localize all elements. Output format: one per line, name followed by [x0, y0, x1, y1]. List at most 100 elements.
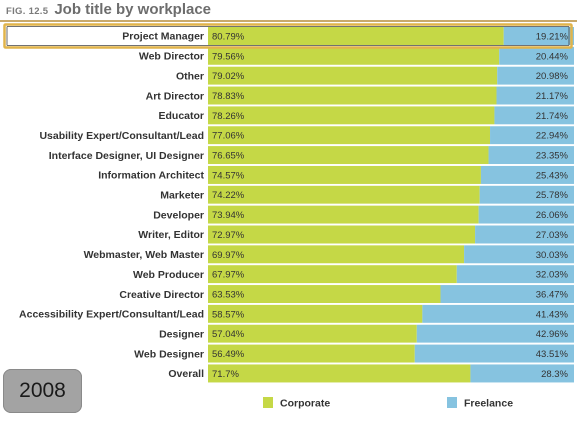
category-label-overall: Overall — [168, 368, 204, 380]
value-label-corporate-web-director: 79.56% — [212, 51, 245, 62]
bar-corporate-webmaster-web-master — [208, 245, 465, 264]
bar-corporate-writer-editor — [208, 225, 476, 244]
value-label-corporate-web-designer: 56.49% — [212, 349, 245, 360]
legend-swatch-corporate — [263, 397, 273, 408]
category-label-marketer: Marketer — [160, 190, 204, 202]
category-label-web-director: Web Director — [139, 51, 204, 63]
value-label-corporate-information-architect: 74.57% — [212, 170, 245, 181]
value-label-corporate-developer: 73.94% — [212, 210, 245, 221]
category-label-usability-expert-consultant-lead: Usability Expert/Consultant/Lead — [39, 130, 204, 142]
value-label-corporate-accessibility-expert-consultant-lead: 58.57% — [212, 309, 245, 320]
value-label-freelance-web-producer: 32.03% — [536, 270, 569, 281]
category-label-project-manager: Project Manager — [122, 31, 204, 43]
bar-freelance-educator — [494, 106, 574, 125]
value-label-corporate-overall: 71.7% — [212, 369, 239, 380]
category-label-accessibility-expert-consultant-lead: Accessibility Expert/Consultant/Lead — [19, 309, 204, 321]
value-label-corporate-designer: 57.04% — [212, 329, 245, 340]
bar-freelance-information-architect — [480, 165, 574, 184]
value-label-freelance-accessibility-expert-consultant-lead: 41.43% — [536, 309, 569, 320]
bar-freelance-web-director — [499, 46, 574, 65]
year-badge: 2008 — [3, 369, 82, 413]
legend-swatch-freelance — [447, 397, 457, 408]
value-label-freelance-usability-expert-consultant-lead: 22.94% — [536, 131, 569, 142]
value-label-corporate-other: 79.02% — [212, 71, 245, 82]
bar-freelance-designer — [416, 324, 574, 343]
bar-freelance-usability-expert-consultant-lead — [490, 126, 574, 145]
category-label-writer-editor: Writer, Editor — [138, 229, 204, 241]
legend-label-freelance: Freelance — [464, 398, 513, 410]
value-label-freelance-writer-editor: 27.03% — [536, 230, 569, 241]
highlight-frame — [3, 23, 573, 49]
value-label-freelance-creative-director: 36.47% — [536, 289, 569, 300]
value-label-freelance-web-director: 20.44% — [536, 51, 569, 62]
bar-corporate-creative-director — [208, 285, 441, 304]
bar-corporate-web-producer — [208, 265, 457, 284]
value-label-freelance-web-designer: 43.51% — [536, 349, 569, 360]
value-label-corporate-usability-expert-consultant-lead: 77.06% — [212, 131, 245, 142]
bar-corporate-web-director — [208, 46, 500, 65]
bar-freelance-project-manager — [503, 27, 574, 45]
value-label-corporate-marketer: 74.22% — [212, 190, 245, 201]
value-label-freelance-overall: 28.3% — [541, 369, 568, 380]
value-label-freelance-other: 20.98% — [536, 71, 569, 82]
bar-freelance-webmaster-web-master — [464, 245, 574, 264]
bar-corporate-usability-expert-consultant-lead — [208, 126, 491, 145]
bar-freelance-interface-designer-ui-designer — [488, 146, 574, 165]
category-label-interface-designer-ui-designer: Interface Designer, UI Designer — [49, 150, 204, 162]
category-label-developer: Developer — [153, 209, 204, 221]
value-label-freelance-project-manager: 19.21% — [536, 31, 569, 42]
bar-corporate-other — [208, 66, 498, 85]
bar-corporate-accessibility-expert-consultant-lead — [208, 304, 423, 323]
category-label-educator: Educator — [158, 110, 204, 122]
value-label-corporate-interface-designer-ui-designer: 76.65% — [212, 151, 245, 162]
category-label-information-architect: Information Architect — [98, 170, 204, 182]
chart-title: Job title by workplace — [54, 1, 212, 18]
value-label-corporate-webmaster-web-master: 69.97% — [212, 250, 245, 261]
bar-freelance-developer — [478, 205, 574, 224]
value-label-corporate-project-manager: 80.79% — [212, 31, 245, 42]
bar-freelance-creative-director — [440, 285, 574, 304]
category-label-webmaster-web-master: Webmaster, Web Master — [84, 249, 204, 261]
category-label-web-producer: Web Producer — [133, 269, 204, 281]
bar-corporate-interface-designer-ui-designer — [208, 146, 489, 165]
bar-corporate-web-designer — [208, 344, 415, 363]
bar-freelance-marketer — [479, 185, 574, 204]
value-label-freelance-art-director: 21.17% — [536, 91, 569, 102]
bar-corporate-art-director — [208, 86, 497, 105]
category-label-other: Other — [176, 70, 204, 82]
category-label-creative-director: Creative Director — [119, 289, 204, 301]
value-label-corporate-creative-director: 63.53% — [212, 289, 245, 300]
bar-freelance-art-director — [496, 86, 574, 105]
bar-freelance-web-producer — [456, 265, 574, 284]
bar-corporate-marketer — [208, 185, 480, 204]
value-label-corporate-educator: 78.26% — [212, 111, 245, 122]
figure-number: FIG. 12.5 — [6, 6, 49, 17]
category-label-art-director: Art Director — [146, 90, 204, 102]
legend-label-corporate: Corporate — [280, 398, 330, 410]
bar-freelance-other — [497, 66, 574, 85]
bar-corporate-designer — [208, 324, 417, 343]
value-label-corporate-web-producer: 67.97% — [212, 270, 245, 281]
value-label-freelance-information-architect: 25.43% — [536, 170, 569, 181]
header-divider — [0, 20, 577, 22]
bar-freelance-writer-editor — [475, 225, 574, 244]
highlight-inner-frame — [6, 26, 570, 46]
category-label-web-designer: Web Designer — [134, 348, 204, 360]
value-label-freelance-educator: 21.74% — [536, 111, 569, 122]
category-label-designer: Designer — [159, 328, 204, 340]
value-label-freelance-developer: 26.06% — [536, 210, 569, 221]
value-label-corporate-art-director: 78.83% — [212, 91, 245, 102]
bar-freelance-accessibility-expert-consultant-lead — [422, 304, 574, 323]
value-label-freelance-interface-designer-ui-designer: 23.35% — [536, 151, 569, 162]
bar-corporate-information-architect — [208, 165, 481, 184]
bar-corporate-educator — [208, 106, 495, 125]
value-label-freelance-webmaster-web-master: 30.03% — [536, 250, 569, 261]
bar-corporate-developer — [208, 205, 479, 224]
value-label-corporate-writer-editor: 72.97% — [212, 230, 245, 241]
bar-corporate-project-manager — [208, 27, 504, 45]
value-label-freelance-marketer: 25.78% — [536, 190, 569, 201]
figure-header: FIG. 12.5 Job title by workplace — [6, 1, 211, 21]
bar-freelance-web-designer — [414, 344, 574, 363]
